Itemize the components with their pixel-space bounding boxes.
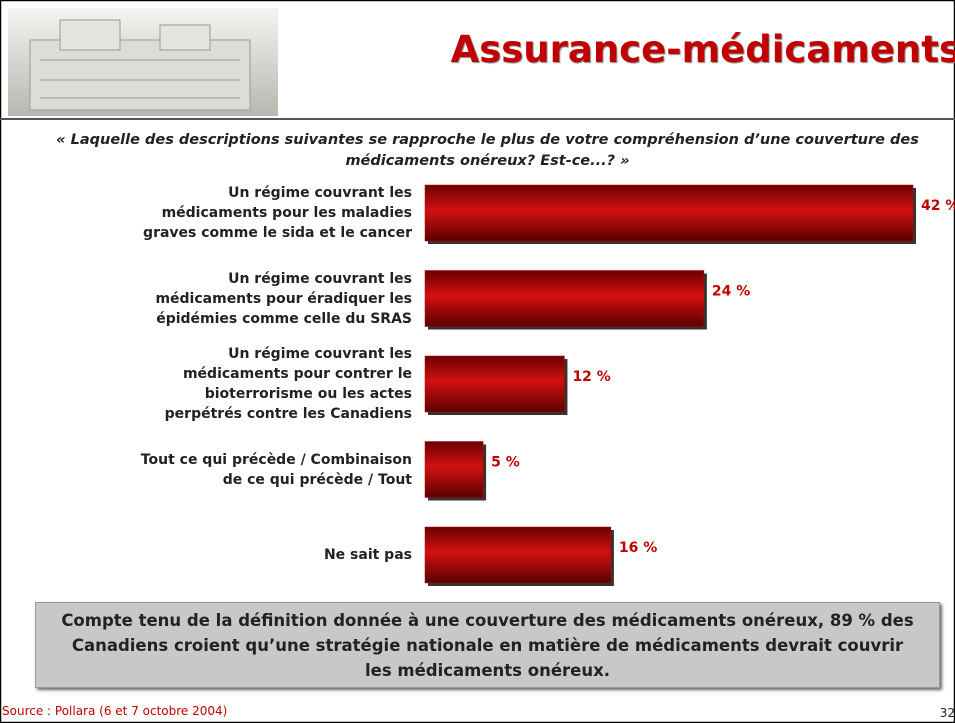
- bar: [425, 185, 913, 241]
- value-label: 24 %: [712, 284, 750, 300]
- value-label: 12 %: [572, 369, 610, 385]
- category-label: Tout ce qui précède / Combinaison de ce …: [132, 450, 412, 490]
- category-label: Un régime couvrant les médicaments pour …: [132, 344, 412, 424]
- bar: [425, 442, 483, 498]
- category-label: Un régime couvrant les médicaments pour …: [132, 269, 412, 329]
- value-label: 16 %: [619, 540, 657, 556]
- value-label: 42 %: [921, 198, 955, 214]
- chart-title: Assurance-médicaments: [451, 28, 955, 71]
- bar: [425, 527, 611, 583]
- slide: 42 % 24 % 12 % 5 % 16 % Assurance-médicament…: [0, 0, 955, 723]
- footer-note: Compte tenu de la définition donnée à un…: [35, 602, 940, 688]
- bar: [425, 271, 704, 327]
- bar: [425, 356, 564, 412]
- chart-subtitle: « Laquelle des descriptions suivantes se…: [20, 130, 955, 172]
- category-label: Ne sait pas: [132, 545, 412, 565]
- value-label: 5 %: [491, 455, 520, 471]
- page-number: 32: [940, 706, 955, 720]
- source: Source : Pollara (6 et 7 octobre 2004): [2, 704, 227, 718]
- category-label: Un régime couvrant les médicaments pour …: [132, 183, 412, 243]
